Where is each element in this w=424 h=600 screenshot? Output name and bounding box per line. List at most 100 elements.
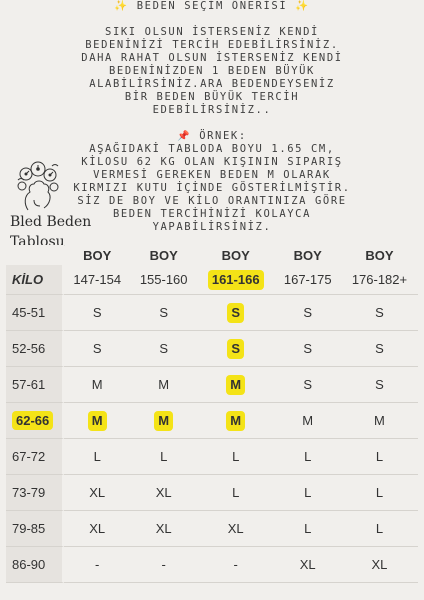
size-cell: S — [274, 331, 341, 367]
advice-line: BEDENİNİZDEN 1 BEDEN BÜYÜK — [109, 65, 315, 77]
size-cell: M — [130, 367, 197, 403]
size-cell-highlighted: M — [196, 403, 275, 439]
flower-head-illustration — [17, 161, 59, 211]
example-line: KIRMIZI KUTU İÇİNDE GÖSTERİLMİŞTİR. — [73, 182, 351, 194]
height-range: 155-160 — [130, 265, 197, 295]
highlight-badge: M — [87, 410, 107, 431]
table-row-highlighted: 62-66 M M M M M — [6, 403, 418, 439]
weight-range: 52-56 — [6, 331, 64, 367]
table-row: 45-51 S S S S S — [6, 295, 418, 331]
size-cell-highlighted: S — [196, 331, 275, 367]
size-cell: M — [64, 367, 131, 403]
table-row: 67-72 L L L L L — [6, 439, 418, 475]
size-cell: XL — [196, 511, 275, 547]
size-cell: S — [274, 367, 341, 403]
size-cell: L — [196, 439, 275, 475]
size-cell: S — [64, 295, 131, 331]
advice-line: BİR BEDEN BÜYÜK TERCİH — [124, 91, 300, 103]
table-row: 52-56 S S S S S — [6, 331, 418, 367]
size-cell: S — [274, 295, 341, 331]
highlight-badge: S — [227, 338, 245, 359]
example-line: YAPABİLİRSİNİZ. — [152, 221, 272, 233]
size-cell: - — [196, 547, 275, 583]
example-line: SİZ DE BOY VE KİLO ORANTINIZA GÖRE — [77, 195, 347, 207]
boy-header: BOY — [293, 247, 322, 263]
highlight-badge: M — [226, 374, 246, 395]
size-cell: XL — [130, 511, 197, 547]
highlight-badge: 161-166 — [207, 269, 264, 290]
header-row: BOY BOY BOY BOY BOY — [6, 245, 418, 265]
boy-header: BOY — [365, 247, 394, 263]
size-chart-table: BOY BOY BOY BOY BOY KİLO 147-154 155-160… — [6, 245, 418, 583]
size-cell: L — [274, 439, 341, 475]
size-cell: L — [340, 475, 418, 511]
size-cell: XL — [274, 547, 341, 583]
height-range-row: KİLO 147-154 155-160 161-166 167-175 176… — [6, 265, 418, 295]
advice-line: DAHA RAHAT OLSUN İSTERSENİZ KENDİ — [81, 52, 343, 64]
example-heading-line: 📌 ÖRNEK: — [0, 130, 424, 143]
weight-range-highlighted: 62-66 — [6, 403, 64, 439]
advice-line: SIKI OLSUN İSTERSENİZ KENDİ — [105, 26, 319, 38]
size-cell: S — [64, 331, 131, 367]
size-cell-highlighted: M — [130, 403, 197, 439]
sparkle-icon: ✨ — [114, 0, 129, 12]
size-cell: XL — [340, 547, 418, 583]
size-cell: XL — [130, 475, 197, 511]
example-line: VERMESİ GEREKEN BEDEN M OLARAK — [93, 169, 331, 181]
height-range: 147-154 — [64, 265, 131, 295]
size-cell: S — [130, 331, 197, 367]
size-cell: S — [340, 367, 418, 403]
weight-range: 73-79 — [6, 475, 64, 511]
size-cell: L — [196, 475, 275, 511]
highlight-badge: M — [154, 410, 174, 431]
size-cell-highlighted: M — [196, 367, 275, 403]
kilo-label: KİLO — [6, 265, 64, 295]
size-cell: XL — [64, 475, 131, 511]
size-cell: L — [130, 439, 197, 475]
advice-line: EDEBİLİRSİNİZ.. — [152, 104, 272, 116]
size-cell: L — [340, 439, 418, 475]
highlight-badge: M — [226, 410, 246, 431]
size-cell-highlighted: M — [64, 403, 131, 439]
advice-heading-line: ✨ BEDEN SEÇİM ÖNERİSİ ✨ — [0, 0, 424, 13]
weight-range: 45-51 — [6, 295, 64, 331]
highlight-badge: 62-66 — [12, 411, 54, 430]
size-cell-highlighted: S — [196, 295, 275, 331]
weight-range: 67-72 — [6, 439, 64, 475]
size-cell: L — [64, 439, 131, 475]
height-range: 176-182+ — [340, 265, 418, 295]
highlight-badge: S — [227, 302, 245, 323]
height-range-highlighted: 161-166 — [196, 265, 275, 295]
table-row: 73-79 XL XL L L L — [6, 475, 418, 511]
table-row: 79-85 XL XL XL L L — [6, 511, 418, 547]
size-cell: L — [340, 511, 418, 547]
size-advice-text: ✨ BEDEN SEÇİM ÖNERİSİ ✨ SIKI OLSUN İSTER… — [0, 0, 424, 234]
weight-range: 79-85 — [6, 511, 64, 547]
boy-header: BOY — [83, 247, 112, 263]
height-range: 167-175 — [274, 265, 341, 295]
table-row: 86-90 - - - XL XL — [6, 547, 418, 583]
size-cell: - — [130, 547, 197, 583]
size-cell: M — [274, 403, 341, 439]
size-cell: S — [340, 331, 418, 367]
sparkle-icon: ✨ — [295, 0, 310, 12]
size-cell: XL — [64, 511, 131, 547]
advice-line: ALABİLİRSİNİZ.ARA BEDENDEYSENİZ — [89, 78, 335, 90]
size-cell: - — [64, 547, 131, 583]
example-line: AŞAĞIDAKİ TABLODA BOYU 1.65 CM, — [89, 143, 335, 155]
advice-line: BEDENİNİZİ TERCİH EDEBİLİRSİNİZ. — [85, 39, 339, 51]
size-cell: L — [274, 511, 341, 547]
example-line: KİLOSU 62 KG OLAN KIŞININ SIPARIŞ — [81, 156, 343, 168]
size-cell: S — [130, 295, 197, 331]
weight-range: 57-61 — [6, 367, 64, 403]
table-row: 57-61 M M M S S — [6, 367, 418, 403]
example-line: BEDEN TERCİHİNİZİ KOLAYCA — [112, 208, 312, 220]
weight-range: 86-90 — [6, 547, 64, 583]
boy-header: BOY — [221, 247, 250, 263]
size-cell: L — [274, 475, 341, 511]
brand-title-line1: Bled Beden — [10, 214, 92, 230]
pushpin-icon: 📌 — [177, 131, 192, 142]
advice-heading: BEDEN SEÇİM ÖNERİSİ — [136, 0, 288, 12]
example-heading: ÖRNEK: — [199, 130, 247, 142]
size-cell: M — [340, 403, 418, 439]
